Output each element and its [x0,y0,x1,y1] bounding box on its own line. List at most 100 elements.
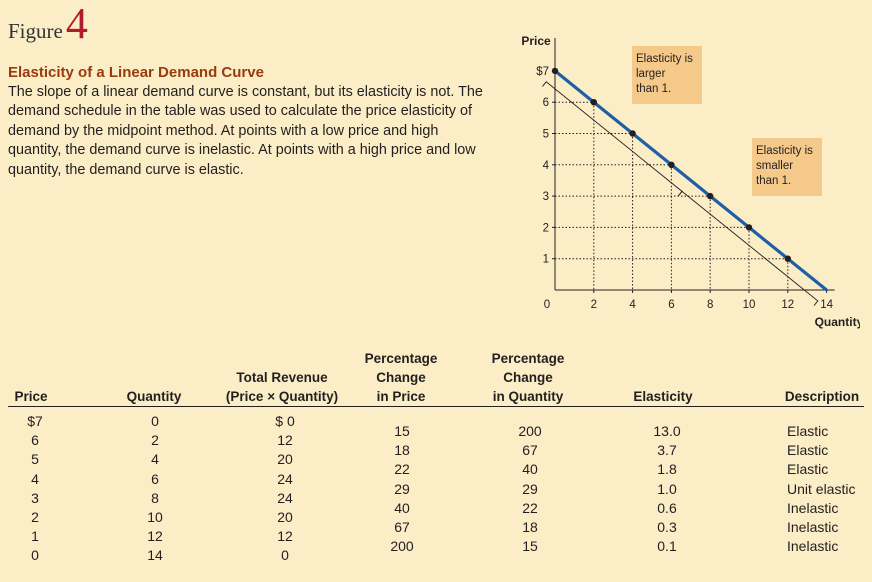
annotation-text: than 1. [636,83,671,95]
table-cell: 1.8 [657,461,677,478]
column-quantity: 0 2 4 6 8 10 12 14 [135,412,175,566]
annotation-text: than 1. [756,175,791,187]
table-cell: 67 [394,519,410,536]
table-cell: 5 [31,451,39,468]
header-line: Change [376,370,426,385]
header-line: Percentage [364,351,438,366]
x-tick-label: 12 [781,299,794,311]
table-cell: 2 [31,509,39,526]
table-cell: 0.3 [657,519,677,536]
table-cell: 4 [31,470,39,487]
header-line: Total Revenue [236,370,328,385]
caption-title: Elasticity of a Linear Demand Curve [8,64,264,81]
annotation-text: larger [636,68,666,80]
y-tick-label: 3 [543,191,549,203]
y-tick-label: 5 [543,129,549,141]
table-cell: 10 [147,509,163,526]
header-pct-change-price: Percentage Change in Price [355,349,447,406]
figure-word: Figure [8,19,63,43]
table-cell: 200 [518,423,542,439]
header-pct-change-quantity: Percentage Change in Quantity [482,349,574,406]
table-cell: 4 [151,451,159,468]
x-tick-label: 6 [668,299,674,311]
y-tick-label: 1 [543,254,549,266]
caption-body: The slope of a linear demand curve is co… [8,84,483,178]
figure-caption: Elasticity of a Linear Demand Curve The … [8,64,488,180]
table-cell: 13.0 [653,423,681,439]
demand-point [745,224,753,231]
y-tick-label: 2 [543,222,549,234]
table-cell: Inelastic [787,538,839,555]
table-cell: Elastic [787,423,829,439]
table-cell: 22 [522,499,538,516]
table-cell: 29 [394,480,410,497]
table-cell: Elastic [787,461,829,478]
table-cell: 2 [151,432,159,449]
table-cell: 6 [151,470,159,487]
header-line: Description [784,389,860,404]
table-cell: Inelastic [787,499,839,516]
table-cell: 0.1 [657,538,677,555]
header-line: in Quantity [492,389,564,404]
x-tick-label: 2 [591,299,597,311]
y-axis-label: Price [521,34,551,48]
table-cell: 67 [522,442,538,459]
table-cell: 3 [31,489,39,506]
table-cell: 20 [277,509,293,526]
table-cell: $7 [27,413,43,429]
table-cell: 24 [277,489,293,506]
demand-point [707,192,714,200]
demand-point [784,255,791,262]
table-cell: 15 [522,538,538,555]
header-rule [8,406,864,407]
demand-point [629,130,636,137]
header-elasticity: Elasticity [618,387,708,406]
table-cell: 6 [31,432,39,449]
header-line: Elasticity [633,389,693,404]
x-tick-label: 10 [743,299,756,311]
table-cell: 1 [31,528,39,545]
header-line: Percentage [491,351,565,366]
y-tick-label: 4 [543,160,550,172]
annotation-text: Elasticity is [756,145,813,157]
column-pct-change-price: 15 18 22 29 40 67 200 [380,422,424,556]
table-cell: 40 [394,499,410,516]
demand-curve-chart: Elasticity is larger than 1. Elasticity is s… [521,34,860,329]
column-total-revenue: $ 0 12 20 24 24 20 12 0 [257,412,313,566]
table-cell: 3.7 [657,442,677,459]
table-cell: 14 [147,547,163,564]
demand-curve-line [553,69,828,292]
table-cell: 0.6 [657,499,677,516]
header-total-revenue: Total Revenue (Price × Quantity) [212,368,352,406]
header-price: Price [6,387,56,406]
annotation-bracket [677,190,819,306]
table-cell: 0 [281,547,289,564]
annotation-box [632,46,702,104]
table-cell: 40 [522,461,538,478]
y-tick-label: $7 [536,66,549,78]
demand-point [551,67,559,75]
table-cell: Inelastic [787,519,839,536]
table-cell: 200 [390,538,414,555]
x-tick-label: 0 [544,299,550,311]
x-tick-label: 4 [629,299,636,311]
header-line: (Price × Quantity) [225,389,339,404]
header-line: Quantity [126,389,182,404]
table-cell: 18 [394,442,410,459]
x-tick-label: 14 [820,299,833,311]
table-cell: 12 [147,528,163,545]
column-elasticity: 13.0 3.7 1.8 1.0 0.6 0.3 0.1 [644,422,690,556]
table-cell: 29 [522,480,538,497]
demand-point [668,161,675,168]
table-cell: 0 [31,547,39,564]
column-description: Elastic Elastic Elastic Unit elastic Inelast… [787,422,871,556]
table-cell: 22 [394,461,410,478]
table-cell: 15 [394,423,410,439]
table-cell: Elastic [787,442,829,459]
header-quantity: Quantity [118,387,190,406]
table-cell: 12 [277,432,293,449]
table-cell: 8 [151,489,159,506]
table-cell: $ 0 [275,413,295,429]
header-line: Price [14,389,48,404]
table-cell: 1.0 [657,480,677,497]
